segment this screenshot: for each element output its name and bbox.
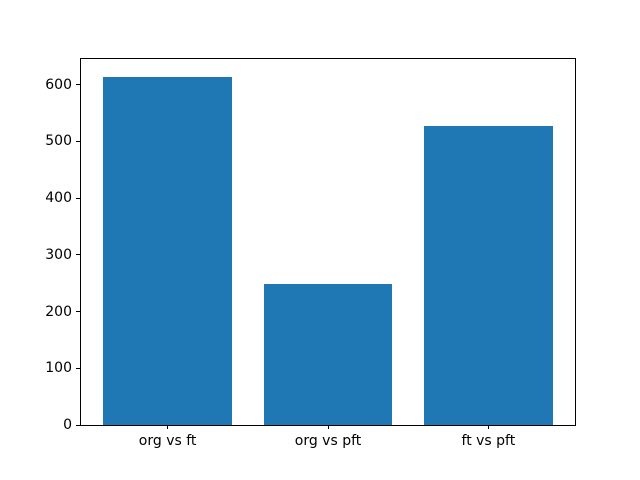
bar-ft-vs-pft (424, 125, 553, 425)
y-tick-label: 400 (45, 190, 72, 207)
y-tick-mark (76, 424, 80, 426)
bar-org-vs-pft (263, 284, 393, 425)
x-tick-label-org-vs-ft: org vs ft (138, 433, 197, 449)
x-tick-mark (327, 425, 329, 429)
y-tick-label: 0 (63, 417, 72, 433)
y-tick-mark (76, 367, 80, 369)
x-tick-mark (167, 425, 169, 429)
bar-org-vs-ft (103, 76, 232, 425)
y-tick-mark (76, 311, 80, 312)
y-tick-label: 500 (45, 133, 72, 150)
y-tick-mark (76, 140, 80, 142)
y-tick-mark (76, 197, 80, 199)
x-tick-label-ft-vs-pft: ft vs pft (461, 433, 516, 449)
y-tick-label: 100 (45, 360, 72, 377)
x-tick-mark (487, 425, 489, 429)
y-tick-mark (76, 84, 80, 86)
x-tick-label-org-vs-pft: org vs pft (294, 433, 362, 449)
y-tick-label: 600 (45, 76, 72, 93)
plot-area: 0 100 200 300 400 500 600 org vs ft org vs pft ft… (45, 58, 576, 449)
y-tick-mark (76, 254, 80, 256)
y-tick-label: 300 (45, 246, 72, 263)
y-tick-label: 200 (45, 303, 72, 320)
